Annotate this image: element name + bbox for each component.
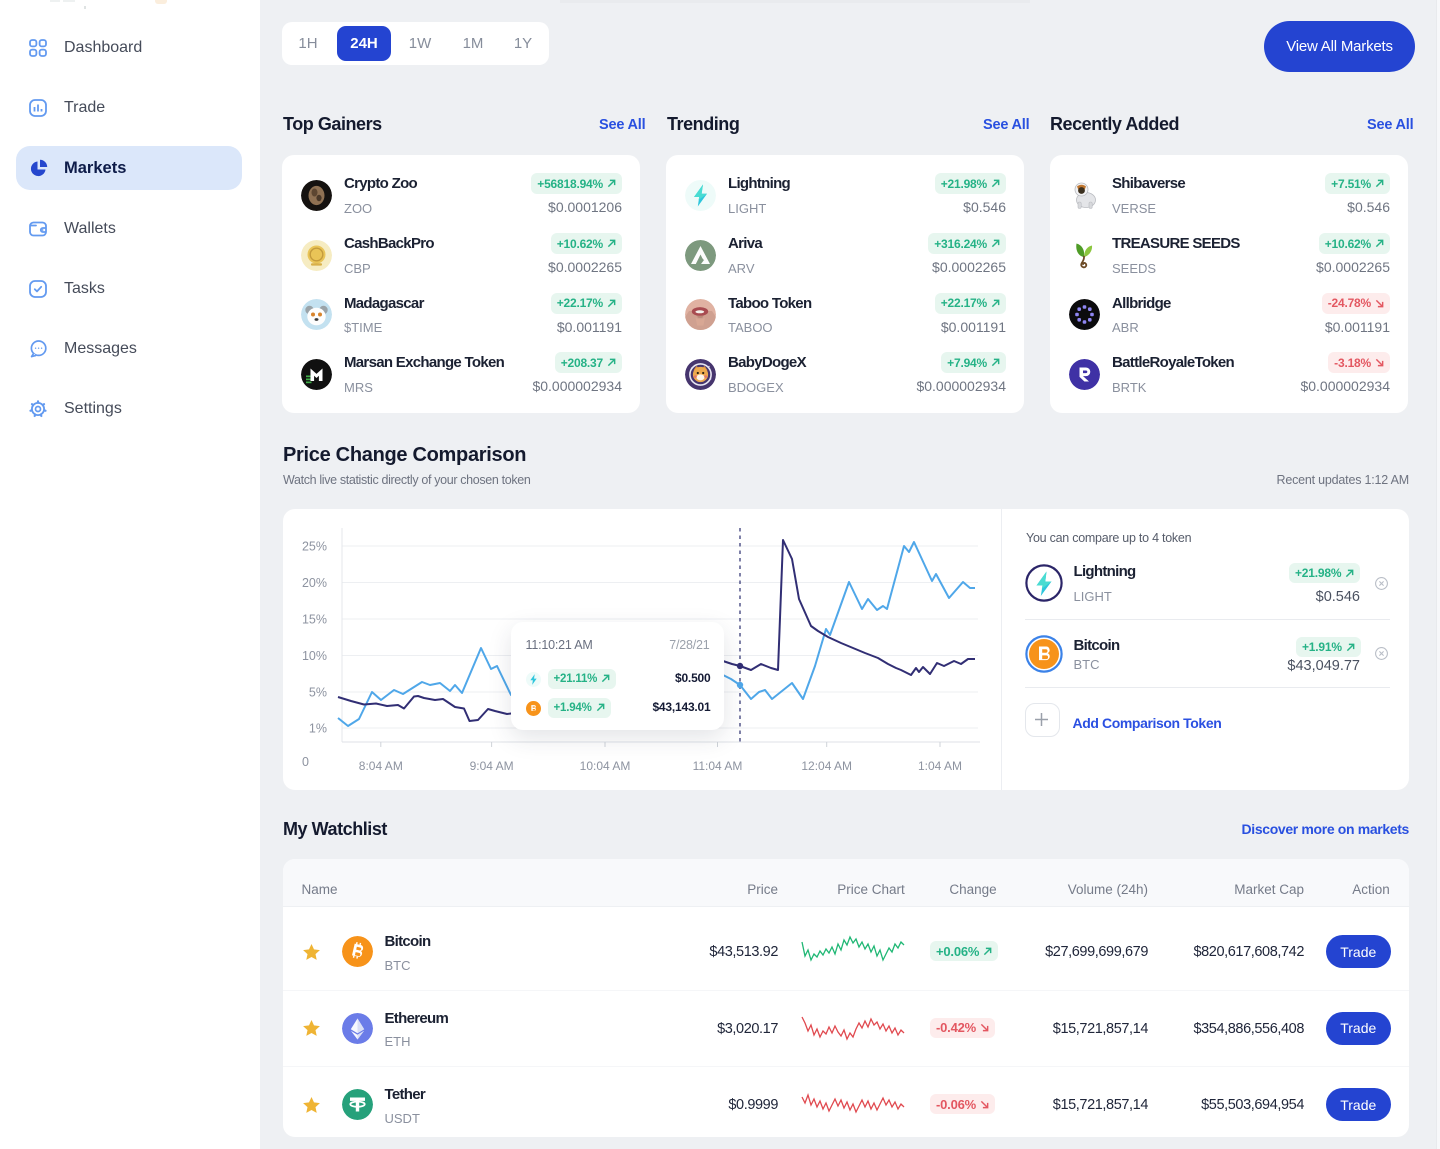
svg-text:15%: 15% <box>302 613 327 627</box>
svg-text:12:04 AM: 12:04 AM <box>801 759 852 773</box>
svg-text:10%: 10% <box>302 649 327 663</box>
svg-text:5%: 5% <box>309 686 327 700</box>
svg-text:0: 0 <box>302 755 309 769</box>
svg-text:1:04 AM: 1:04 AM <box>918 759 962 773</box>
svg-text:20%: 20% <box>302 576 327 590</box>
svg-text:9:04 AM: 9:04 AM <box>470 759 514 773</box>
svg-text:8:04 AM: 8:04 AM <box>359 759 403 773</box>
svg-text:11:04 AM: 11:04 AM <box>693 759 743 773</box>
svg-text:10:04 AM: 10:04 AM <box>580 759 631 773</box>
svg-text:25%: 25% <box>302 540 327 554</box>
svg-text:1%: 1% <box>309 722 327 736</box>
